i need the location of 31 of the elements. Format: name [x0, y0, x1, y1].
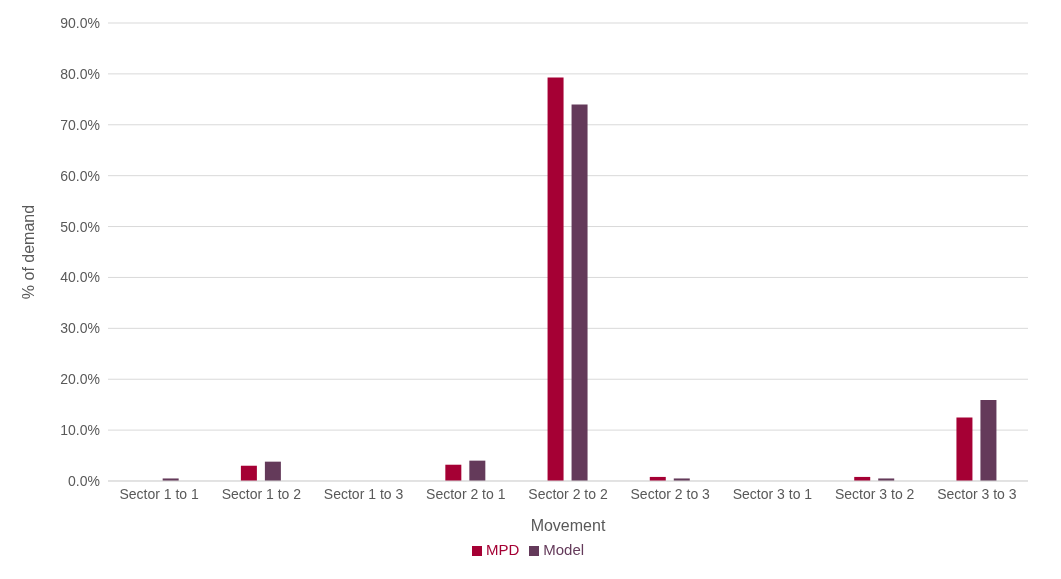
x-tick-label: Sector 1 to 3 — [323, 485, 404, 502]
bar — [980, 400, 997, 481]
bar — [956, 417, 973, 481]
x-tick-label: Sector 3 to 2 — [834, 485, 915, 502]
y-tick-label: 40.0% — [60, 269, 100, 286]
bar — [547, 77, 564, 481]
x-tick-label: Sector 3 to 3 — [937, 485, 1017, 502]
x-tick-label: Sector 1 to 2 — [221, 485, 302, 502]
y-tick-label: 80.0% — [60, 65, 100, 82]
legend-label: MPD — [485, 541, 520, 558]
y-axis-title: % of demand — [19, 204, 37, 300]
y-tick-label: 30.0% — [60, 320, 100, 337]
x-axis-title: Movement — [530, 517, 606, 534]
y-tick-label: 20.0% — [60, 371, 100, 388]
y-tick-label: 90.0% — [60, 14, 100, 31]
x-tick-label: Sector 2 to 3 — [630, 485, 711, 502]
bar — [264, 461, 281, 481]
legend-label: Model — [543, 541, 585, 558]
bar — [571, 104, 588, 481]
bar — [469, 460, 486, 481]
x-tick-label: Sector 1 to 1 — [119, 485, 200, 502]
x-tick-label: Sector 3 to 1 — [732, 485, 813, 502]
x-tick-label: Sector 2 to 1 — [426, 485, 506, 502]
bar — [240, 465, 257, 481]
y-tick-label: 0.0% — [68, 472, 100, 489]
y-tick-label: 60.0% — [60, 167, 100, 184]
y-tick-label: 10.0% — [60, 422, 100, 439]
x-tick-label: Sector 2 to 2 — [528, 485, 608, 502]
y-tick-label: 50.0% — [60, 218, 100, 235]
bar — [445, 464, 462, 481]
y-tick-label: 70.0% — [60, 116, 100, 133]
